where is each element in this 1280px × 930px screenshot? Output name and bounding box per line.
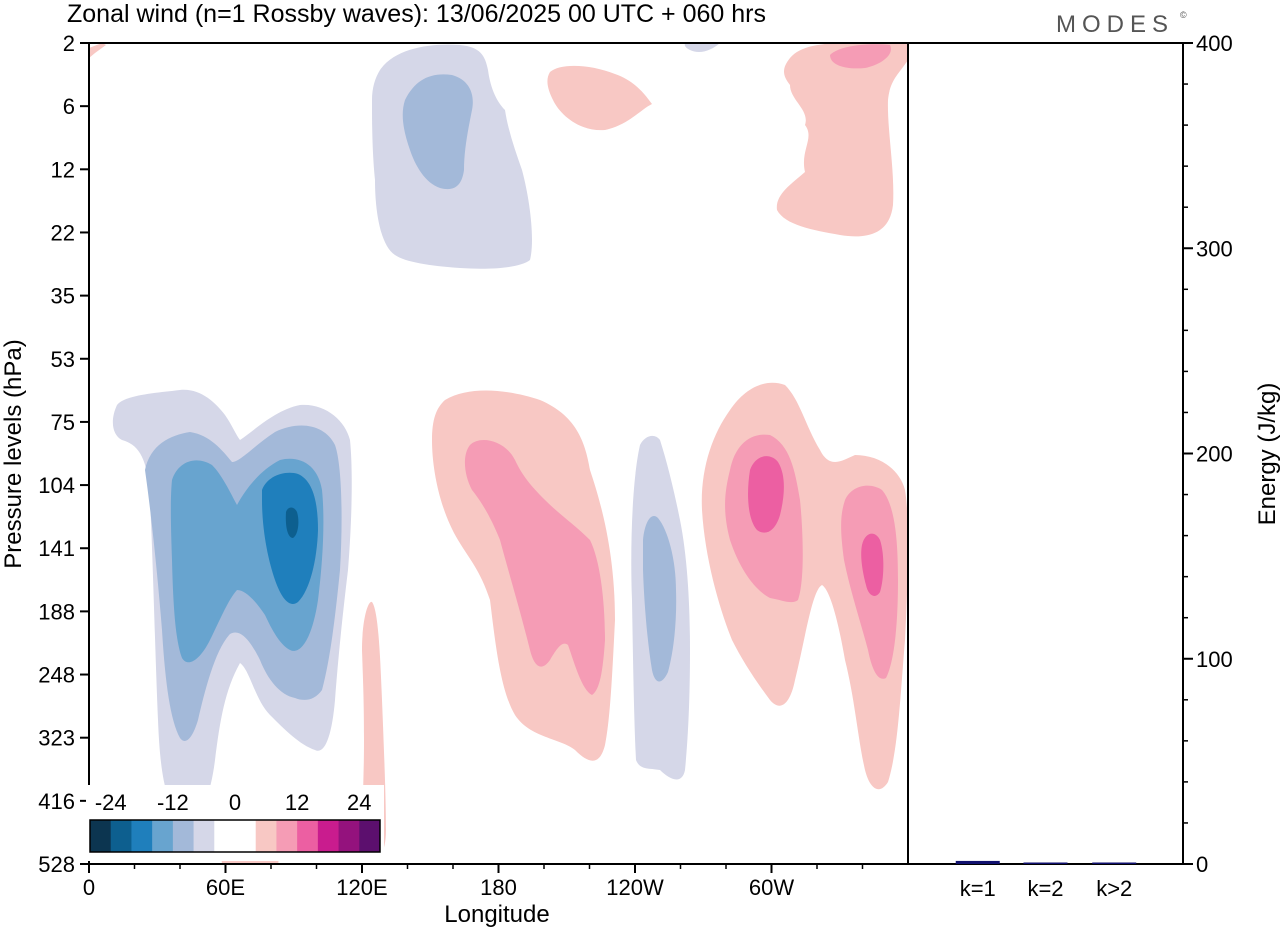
longitude-tick-label: 0	[83, 875, 95, 900]
colorbar-swatch	[338, 820, 360, 852]
negative-contours-very-strong	[262, 472, 318, 604]
energy-plot-frame	[907, 42, 1184, 865]
colorbar-swatch	[255, 820, 277, 852]
pressure-tick-label: 104	[38, 473, 75, 498]
pressure-tick-label: 6	[63, 94, 75, 119]
modes-logo: MODES ©	[1056, 10, 1187, 38]
colorbar-label: 0	[229, 790, 241, 815]
x-axis-label: Longitude	[444, 901, 549, 928]
colorbar-swatch	[297, 820, 319, 852]
energy-tick-label: 400	[1196, 31, 1233, 56]
energy-bar-labels: k=1 k=2 k>2	[960, 876, 1133, 901]
longitude-tick-label: 60W	[749, 875, 794, 900]
negative-contours-core	[285, 507, 299, 538]
colorbar-legend: -24 -12 0 12 24	[86, 785, 384, 861]
colorbar-label: -24	[95, 790, 127, 815]
energy-category-label: k=2	[1027, 876, 1063, 901]
longitude-tick-label: 180	[480, 875, 517, 900]
pressure-tick-label: 323	[38, 726, 75, 751]
pressure-tick-label: 188	[38, 599, 75, 624]
pressure-tick-label: 528	[38, 852, 75, 877]
energy-axis-label: Energy (J/kg)	[1254, 383, 1280, 526]
brand-mark: ©	[1180, 10, 1187, 20]
colorbar-frame	[89, 819, 381, 853]
colorbar-swatch	[317, 820, 340, 852]
colorbar-swatch	[172, 820, 195, 852]
longitude-tick-label: 60E	[206, 875, 245, 900]
pressure-tick-label: 416	[38, 789, 75, 814]
pressure-tick-label: 248	[38, 663, 75, 688]
colorbar-label: 12	[285, 790, 309, 815]
energy-bar	[955, 860, 1000, 864]
energy-bar	[1092, 862, 1137, 864]
colorbar-swatch	[90, 820, 112, 852]
energy-tick-label: 0	[1196, 852, 1208, 877]
energy-tick-label: 200	[1196, 442, 1233, 467]
y-axis-label: Pressure levels (hPa)	[0, 339, 27, 568]
colorbar-swatch	[359, 820, 381, 852]
colorbar-swatch	[110, 820, 132, 852]
energy-bar	[1023, 862, 1068, 864]
longitude-axis: 0 60E 120E 180 120W 60W	[83, 864, 864, 900]
colorbar-swatch	[131, 820, 153, 852]
colorbar-swatch	[276, 820, 298, 852]
pressure-axis: 2 6 12 22 35 53 75 104 141 188 248 323 416 528	[38, 31, 89, 877]
pressure-tick-label: 12	[51, 157, 75, 182]
energy-category-label: k=1	[960, 876, 996, 901]
colorbar-swatch	[214, 820, 236, 852]
pressure-tick-label: 53	[51, 347, 75, 372]
energy-axis: 0 100 200 300 400	[1183, 31, 1233, 877]
energy-tick-label: 300	[1196, 236, 1233, 261]
chart-title: Zonal wind (n=1 Rossby waves): 13/06/202…	[67, 0, 766, 28]
energy-tick-label: 100	[1196, 647, 1233, 672]
pressure-tick-label: 75	[51, 410, 75, 435]
brand-name: MODES	[1056, 11, 1174, 38]
contour-field	[89, 43, 908, 864]
pressure-tick-label: 2	[63, 31, 75, 56]
energy-bars	[955, 860, 1137, 864]
colorbar-label: 24	[347, 790, 371, 815]
positive-contours-strong	[748, 456, 884, 596]
colorbar-swatch	[152, 820, 174, 852]
pressure-tick-label: 35	[51, 284, 75, 309]
pressure-tick-label: 22	[51, 220, 75, 245]
pressure-tick-label: 141	[38, 536, 75, 561]
colorbar-label: -12	[157, 790, 189, 815]
longitude-tick-label: 120W	[606, 875, 664, 900]
colorbar-swatch	[235, 820, 257, 852]
energy-category-label: k>2	[1096, 876, 1132, 901]
colorbar-swatch	[193, 820, 215, 852]
longitude-tick-label: 120E	[336, 875, 387, 900]
